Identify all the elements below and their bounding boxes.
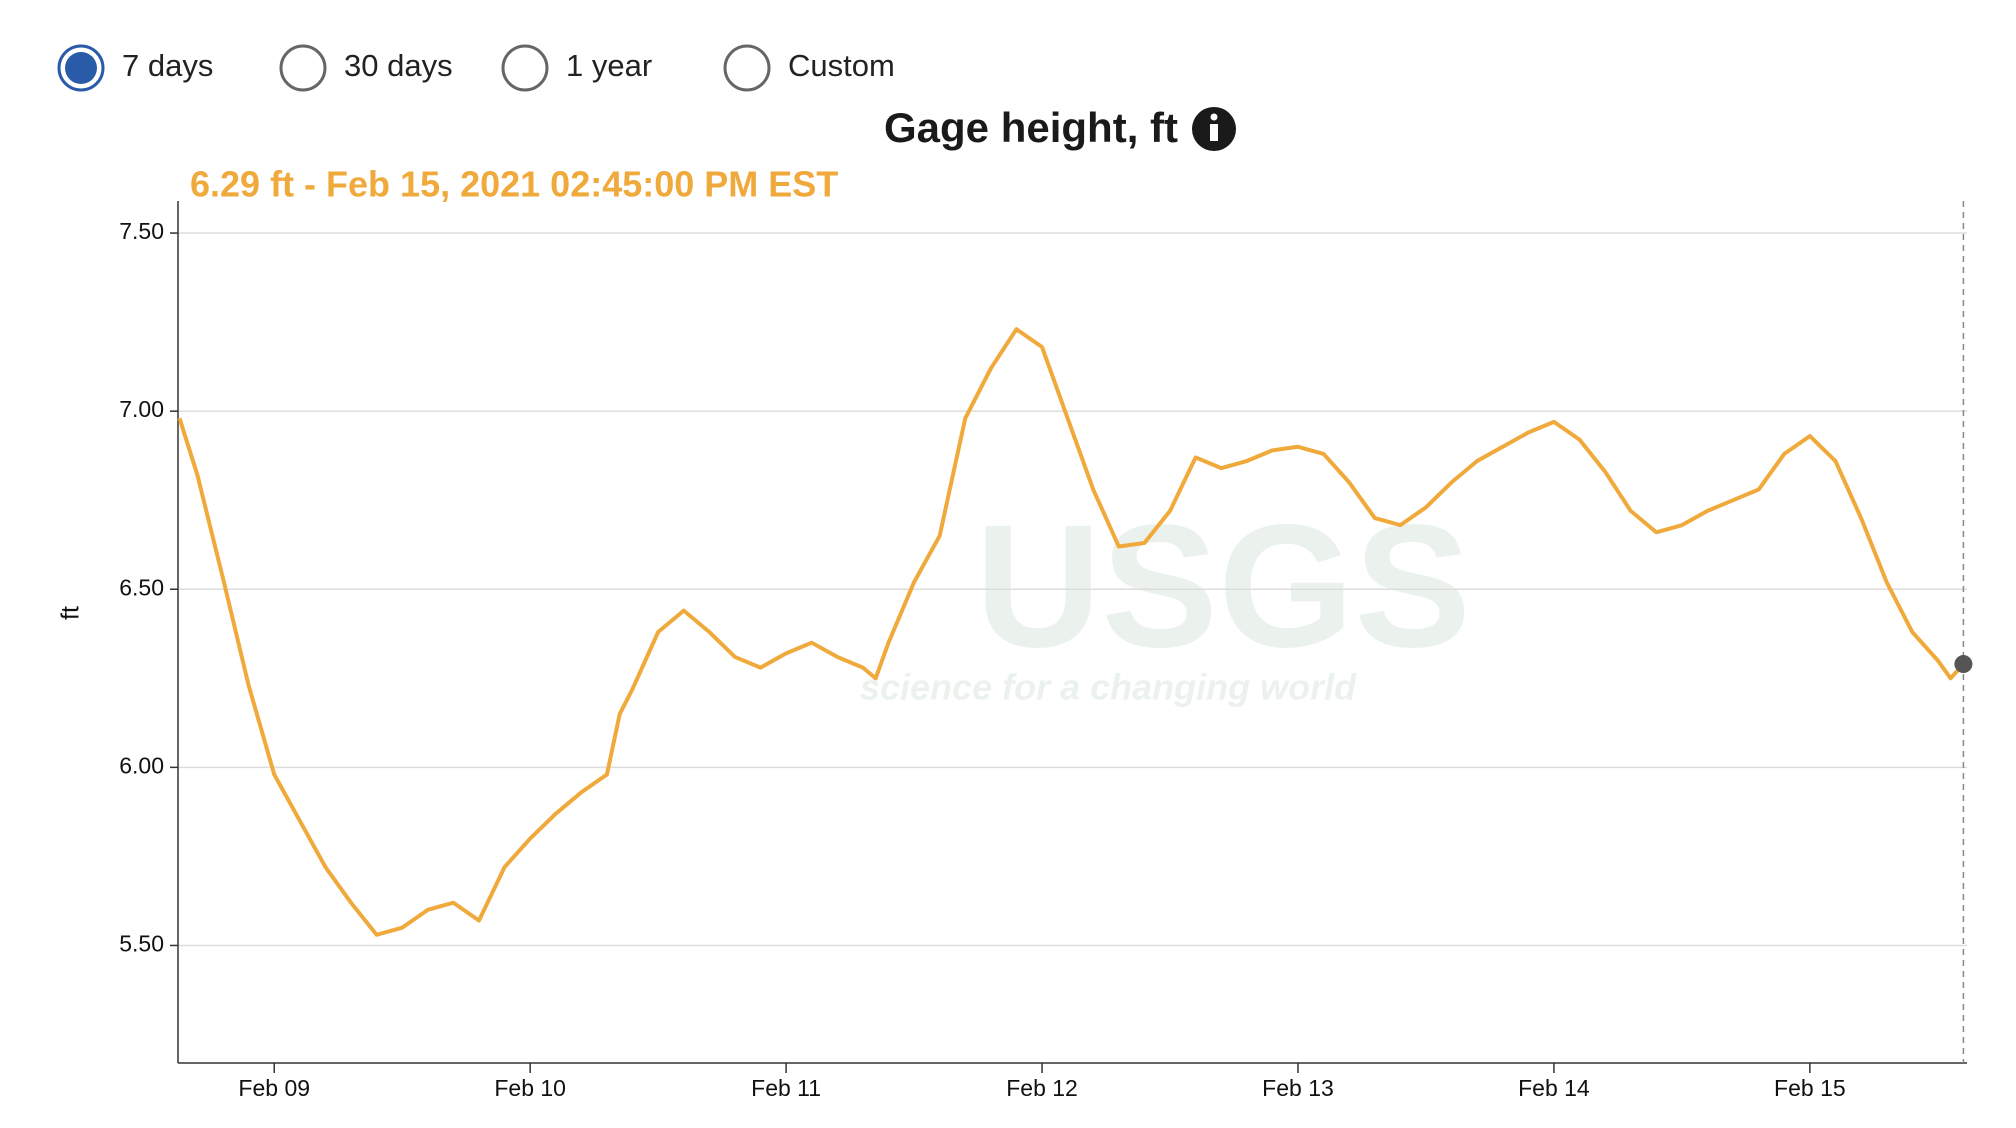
x-tick-label: Feb 13 (1262, 1075, 1334, 1101)
y-tick-label: 5.50 (119, 931, 164, 957)
chart-title: Gage height, ft (884, 104, 1178, 151)
watermark: USGS science for a changing world (860, 489, 1471, 707)
x-tick-label: Feb 10 (494, 1075, 566, 1101)
tooltip: 6.29 ft - Feb 15, 2021 02:45:00 PM EST (190, 164, 838, 205)
series-line (177, 327, 1965, 937)
y-tick-label: 6.00 (119, 752, 164, 778)
radio-dot (65, 52, 97, 84)
y-tick-label: 6.50 (119, 574, 164, 600)
y-axis-label: ft (57, 606, 85, 620)
radio-button[interactable] (501, 44, 549, 92)
radio-label[interactable]: 1 year (566, 48, 652, 83)
cursor-point (1954, 655, 1973, 674)
radio-button[interactable] (279, 44, 327, 92)
x-tick-label: Feb 09 (238, 1075, 310, 1101)
watermark-tagline: science for a changing world (860, 667, 1357, 708)
radio-button[interactable] (723, 44, 771, 92)
x-tick-label: Feb 11 (751, 1075, 821, 1101)
x-tick-label: Feb 12 (1006, 1075, 1078, 1101)
info-icon[interactable] (1192, 107, 1236, 151)
y-tick-label: 7.00 (119, 396, 164, 422)
y-tick-label: 7.50 (119, 218, 164, 244)
radio-label[interactable]: Custom (788, 48, 895, 83)
radio-label[interactable]: 30 days (344, 48, 453, 83)
x-tick-label: Feb 15 (1774, 1075, 1846, 1101)
watermark-logo: USGS (975, 489, 1471, 684)
x-tick-label: Feb 14 (1518, 1075, 1590, 1101)
radio-label[interactable]: 7 days (122, 48, 213, 83)
